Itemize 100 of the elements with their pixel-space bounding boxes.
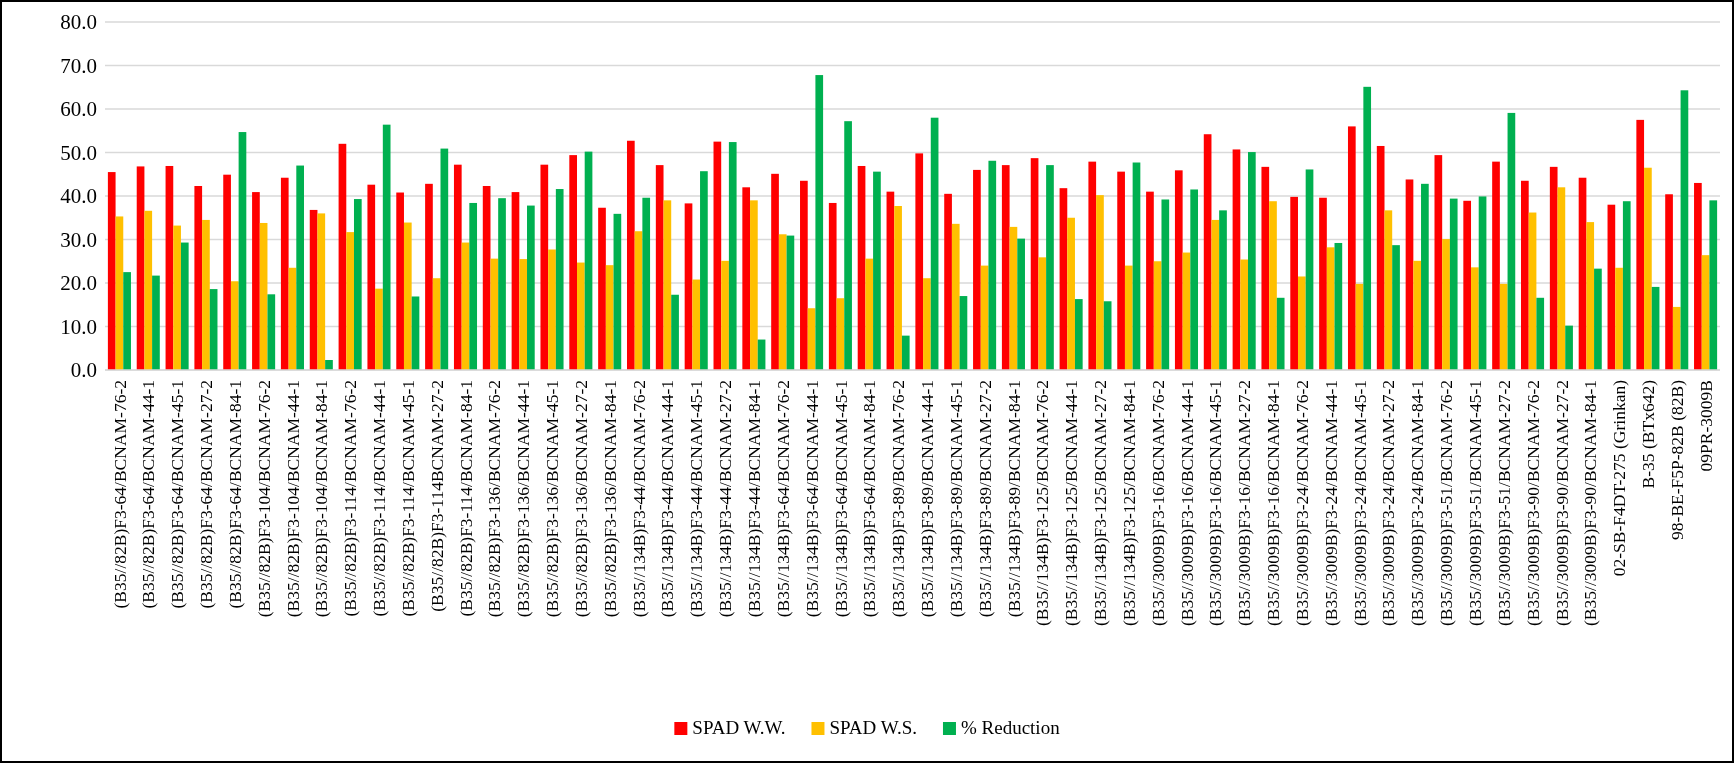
bar [828, 202, 837, 370]
x-tick-label: (B35//3009B)F3-16/BCNAM-84-1 [1263, 380, 1284, 626]
bar [317, 213, 326, 370]
y-tick-label: 80.0 [60, 10, 97, 35]
bar [223, 174, 231, 370]
x-tick-label: (B35//134B)F3-64/BCNAM-44-1 [801, 380, 822, 618]
bar [613, 213, 622, 370]
x-tick-label: (B35//3009B)F3-51/BCNAM-76-2 [1436, 380, 1457, 626]
x-tick-label: (B35//134B)F3-89/BCNAM-76-2 [888, 380, 909, 618]
bar [280, 177, 289, 370]
bar [1578, 177, 1587, 370]
bar [425, 183, 433, 370]
bar [1190, 189, 1199, 370]
x-tick-label: (B35//82B)F3-114/BCNAM-76-2 [340, 380, 361, 617]
x-tick-label: (B35//82B)F3-64/BCNAM-84-1 [224, 380, 245, 609]
x-tick-label: (B35//134B)F3-125/BCNAM-27-2 [1090, 380, 1111, 626]
bar [1492, 161, 1500, 370]
bar [1405, 179, 1414, 370]
bar [540, 164, 549, 370]
bar [973, 169, 981, 370]
bar [382, 124, 391, 370]
bar [482, 186, 491, 370]
bar [1709, 200, 1718, 370]
x-tick-label: (B35//82B)F3-114BCNAM-27-2 [426, 380, 447, 612]
y-tick-label: 50.0 [60, 140, 97, 165]
x-tick-label: (B35//3009B)F3-24/BCNAM-45-1 [1349, 380, 1370, 626]
bar [844, 121, 852, 370]
bar [1549, 166, 1558, 370]
bar [1644, 167, 1652, 370]
bar [1499, 283, 1508, 370]
bar [959, 296, 968, 370]
legend-label: SPAD W.W. [692, 717, 786, 738]
bar [901, 335, 910, 370]
y-tick-label: 0.0 [70, 358, 97, 383]
bar [432, 278, 441, 370]
x-tick-label: (B35//82B)F3-64/BCNAM-44-1 [138, 380, 159, 609]
x-tick-label: 02-SB-F4DT-275 (Grinkan) [1609, 379, 1630, 577]
bar [1290, 196, 1298, 370]
x-tick-label: (B35//82B)F3-136/BCNAM-45-1 [542, 380, 563, 618]
x-tick-label: (B35//3009B)F3-90/BCNAM-84-1 [1580, 380, 1601, 626]
bar [923, 278, 931, 370]
x-tick-label: (B35//3009B)F3-16/BCNAM-76-2 [1147, 380, 1168, 626]
bar [325, 360, 333, 370]
bar [1232, 149, 1241, 370]
bar [1536, 297, 1545, 370]
bar [1153, 261, 1162, 370]
bar [980, 265, 989, 370]
bar [1421, 183, 1429, 370]
bar [1680, 90, 1689, 370]
bar [107, 172, 116, 370]
bar [267, 294, 276, 370]
bar [1672, 306, 1681, 370]
bar [1622, 201, 1631, 370]
bar [1434, 155, 1443, 370]
x-tick-label: (B35//3009B)F3-24/BCNAM-76-2 [1291, 380, 1312, 626]
bar [1347, 126, 1356, 370]
x-tick-label: (B35//134B)F3-89/BCNAM-44-1 [917, 380, 938, 618]
bar [490, 258, 499, 370]
bar [1376, 145, 1385, 370]
x-tick-label: (B35//134B)F3-44/BCNAM-84-1 [744, 380, 765, 618]
bar [1326, 247, 1335, 370]
bar [1132, 162, 1141, 370]
bar [721, 260, 729, 370]
x-tick-label: (B35//3009B)F3-90/BCNAM-76-2 [1522, 380, 1543, 626]
x-tick-label: (B35//3009B)F3-24/BCNAM-84-1 [1407, 380, 1428, 626]
bar [1507, 112, 1516, 370]
bar [375, 288, 383, 370]
bar [642, 197, 651, 370]
bar [1665, 194, 1673, 370]
x-tick-label: (B35//82B)F3-114/BCNAM-44-1 [369, 380, 390, 617]
x-tick-label: (B35//134B)F3-64/BCNAM-76-2 [772, 380, 793, 618]
bar [771, 173, 779, 370]
x-tick-label: (B35//134B)F3-125/BCNAM-76-2 [1032, 380, 1053, 626]
bar [671, 294, 679, 370]
x-tick-label: (B35//134B)F3-44/BCNAM-76-2 [628, 380, 649, 618]
y-tick-label: 30.0 [60, 227, 97, 252]
x-tick-label: (B35//134B)F3-89/BCNAM-84-1 [1003, 380, 1024, 618]
x-tick-label: (B35//3009B)F3-16/BCNAM-44-1 [1176, 380, 1197, 626]
bar [1161, 199, 1170, 370]
x-tick-label: (B35//3009B)F3-16/BCNAM-45-1 [1205, 380, 1226, 626]
bar [1001, 165, 1010, 370]
bar [584, 151, 593, 370]
bar [1651, 286, 1660, 370]
bar [728, 142, 737, 370]
bar [461, 242, 470, 370]
bar [367, 184, 376, 370]
bar [1203, 134, 1212, 370]
bar [1442, 239, 1450, 370]
bar [800, 180, 808, 370]
bar [894, 206, 902, 370]
bar [1463, 200, 1472, 370]
bar [598, 207, 606, 370]
bar [1261, 166, 1270, 370]
bar [1269, 201, 1277, 370]
bar [577, 262, 585, 370]
bar [353, 199, 362, 370]
x-tick-label: (B35//134B)F3-89/BCNAM-45-1 [945, 380, 966, 618]
bar [786, 235, 795, 370]
x-tick-label: (B35//3009B)F3-51/BCNAM-45-1 [1464, 380, 1485, 626]
bar [1363, 86, 1372, 370]
